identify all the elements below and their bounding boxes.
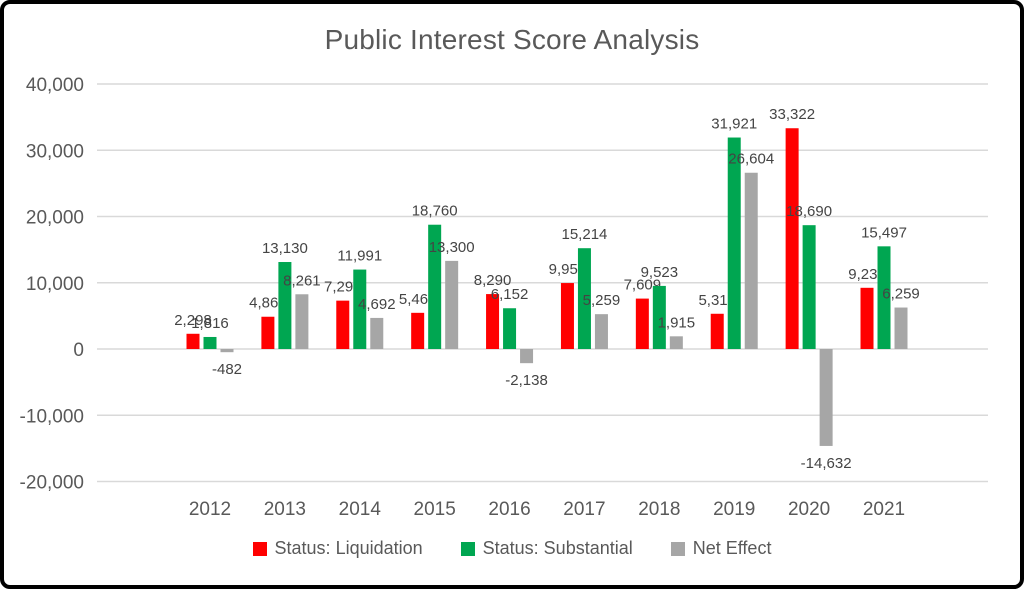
x-axis-label-2013: 2013	[264, 499, 306, 520]
bar-status-liquidation-2019	[710, 313, 724, 349]
bar-status-substantial-2019	[727, 137, 741, 349]
legend-swatch-liquidation-icon	[252, 541, 267, 556]
legend-label-substantial: Status: Substantial	[482, 538, 633, 558]
y-axis-tick-label: -20,000	[20, 473, 84, 494]
legend-item-liquidation: Status: Liquidation	[252, 538, 423, 559]
data-label-net-effect-2017: 5,259	[583, 292, 621, 309]
bar-net-effect-2017	[594, 314, 608, 349]
bar-status-liquidation-2016	[486, 294, 500, 349]
x-axis-label-2014: 2014	[339, 499, 382, 520]
bar-status-substantial-2018	[652, 285, 666, 349]
bar-status-substantial-2021	[877, 246, 891, 349]
x-axis-label-2017: 2017	[563, 499, 605, 520]
data-label-status-liquidation-2018: 7,609	[624, 277, 662, 294]
data-label-net-effect-2020: -14,632	[801, 455, 852, 472]
bar-status-substantial-2014	[353, 269, 367, 349]
x-axis-label-2015: 2015	[414, 499, 456, 520]
x-axis-label-2021: 2021	[863, 499, 905, 520]
bar-net-effect-2018	[669, 336, 683, 349]
y-axis-tick-label: -10,000	[20, 406, 84, 427]
legend-item-substantial: Status: Substantial	[460, 538, 633, 559]
bar-status-liquidation-2013	[261, 316, 275, 349]
bar-status-substantial-2013	[278, 262, 292, 349]
data-label-status-liquidation-2016: 8,290	[474, 272, 512, 289]
data-label-status-substantial-2016: 6,152	[491, 286, 529, 303]
bar-net-effect-2020	[819, 349, 833, 446]
bar-status-liquidation-2012	[186, 333, 200, 349]
bar-status-liquidation-2018	[635, 298, 649, 349]
bar-status-liquidation-2015	[411, 312, 425, 349]
bar-status-liquidation-2014	[336, 300, 350, 349]
bar-status-liquidation-2021	[860, 287, 874, 349]
data-label-status-substantial-2012: 1,816	[191, 315, 229, 332]
chart-title: Public Interest Score Analysis	[324, 24, 700, 55]
data-label-net-effect-2021: 6,259	[882, 286, 920, 303]
data-label-status-substantial-2015: 18,760	[412, 203, 458, 220]
bar-net-effect-2014	[370, 317, 384, 349]
bar-net-effect-2012	[220, 349, 234, 353]
x-axis-label-2016: 2016	[488, 499, 530, 520]
data-label-status-liquidation-2013: 4,869	[249, 295, 287, 312]
data-label-net-effect-2014: 4,692	[358, 296, 396, 313]
y-axis-tick-label: 20,000	[26, 208, 84, 229]
bar-net-effect-2019	[744, 172, 758, 349]
data-label-net-effect-2016: -2,138	[505, 372, 548, 389]
x-axis-label-2020: 2020	[788, 499, 830, 520]
data-label-status-substantial-2018: 9,523	[641, 264, 679, 281]
data-label-status-liquidation-2020: 33,322	[769, 106, 815, 123]
chart-legend: Status: Liquidation Status: Substantial …	[0, 538, 1024, 559]
data-label-status-liquidation-2017: 9,955	[549, 261, 587, 278]
data-label-status-liquidation-2014: 7,299	[324, 279, 362, 296]
data-label-net-effect-2015: 13,300	[429, 239, 475, 256]
data-label-status-substantial-2021: 15,497	[861, 224, 907, 241]
legend-label-net-effect: Net Effect	[692, 538, 772, 558]
data-label-status-substantial-2017: 15,214	[562, 226, 608, 243]
x-axis-label-2012: 2012	[189, 499, 231, 520]
legend-swatch-substantial-icon	[460, 541, 475, 556]
data-label-net-effect-2013: 8,261	[283, 272, 321, 289]
y-axis-tick-label: 30,000	[26, 141, 84, 162]
data-label-status-liquidation-2021: 9,238	[848, 266, 886, 283]
data-label-net-effect-2012: -482	[212, 361, 242, 378]
y-axis-tick-label: 10,000	[26, 274, 84, 295]
bar-status-liquidation-2017	[560, 283, 574, 349]
y-axis-tick-label: 0	[73, 340, 84, 361]
data-label-status-substantial-2020: 18,690	[786, 203, 832, 220]
x-axis-label-2019: 2019	[713, 499, 755, 520]
data-label-status-liquidation-2012: 2,298	[174, 312, 212, 329]
y-axis-tick-label: 40,000	[26, 75, 84, 96]
legend-item-net-effect: Net Effect	[670, 538, 772, 559]
bar-status-substantial-2016	[503, 308, 517, 349]
bar-status-substantial-2015	[428, 224, 442, 349]
data-label-net-effect-2019: 26,604	[728, 151, 774, 168]
bar-status-substantial-2020	[802, 225, 816, 349]
bar-net-effect-2015	[445, 260, 459, 349]
data-label-status-liquidation-2019: 5,318	[698, 292, 736, 309]
x-axis-label-2018: 2018	[638, 499, 680, 520]
data-label-status-substantial-2014: 11,991	[337, 248, 382, 265]
data-label-status-substantial-2013: 13,130	[262, 240, 308, 257]
bar-status-substantial-2017	[577, 248, 591, 349]
bar-status-liquidation-2020	[785, 128, 799, 349]
legend-swatch-net-effect-icon	[670, 541, 685, 556]
data-label-status-substantial-2019: 31,921	[711, 116, 757, 133]
bar-net-effect-2016	[520, 349, 534, 364]
bar-status-substantial-2012	[203, 336, 217, 349]
legend-label-liquidation: Status: Liquidation	[274, 538, 423, 558]
data-label-net-effect-2018: 1,915	[658, 314, 696, 331]
bar-net-effect-2021	[894, 307, 908, 349]
bar-net-effect-2013	[295, 294, 309, 349]
data-label-status-liquidation-2015: 5,460	[399, 291, 437, 308]
